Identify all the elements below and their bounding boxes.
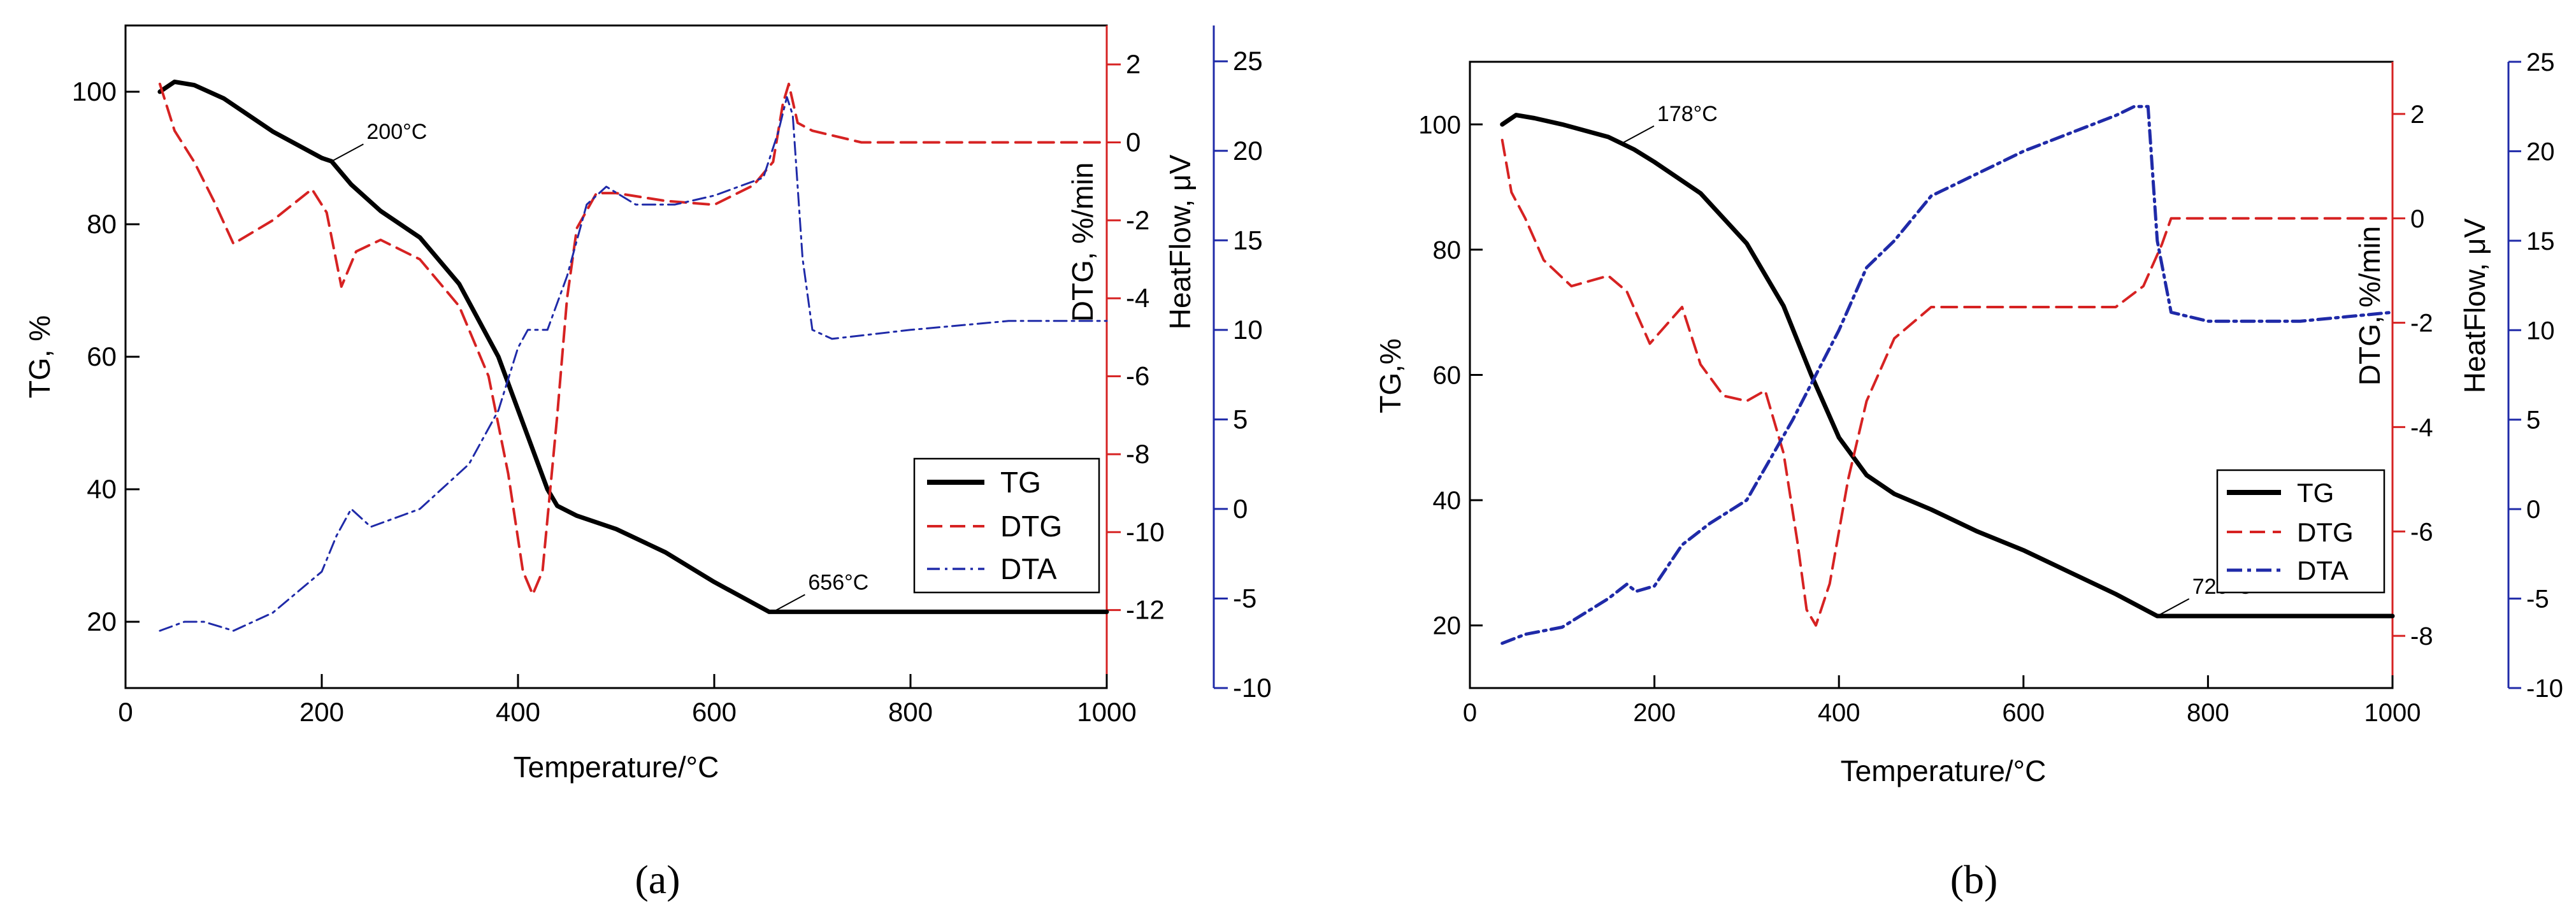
y-dtg-tick-label: -6 [2410,518,2433,546]
y-dtg-tick-label: -8 [2410,622,2433,650]
panel-label-a: (a) [635,857,680,902]
y-left-tick-label: 40 [87,474,117,504]
y-dta-ticks-b: -10 -5 0 5 10 15 20 25 [2508,48,2563,703]
y-dtg-tick-label: -6 [1126,361,1149,391]
y-dta-tick-label: 5 [2526,406,2540,434]
y-left-tick-label: 60 [1433,362,1462,390]
y-dtg-label-a: DTG, %/min [1066,162,1099,322]
y-dtg-tick-label: 0 [2410,205,2424,233]
y-dta-tick-label: 0 [1233,494,1248,524]
y-left-tick-label: 100 [72,76,117,106]
y-left-ticks-a: 20 40 60 80 100 [72,76,140,636]
x-tick-label: 600 [692,697,737,727]
y-dtg-tick-label: -10 [1126,517,1165,547]
y-left-tick-label: 40 [1433,487,1462,515]
legend-label-dta-b: DTA [2297,556,2349,585]
y-dta-tick-label: -5 [2526,585,2549,613]
x-ticks-a: 0 200 400 600 800 1000 [118,674,1137,727]
series-tg [1500,113,2395,619]
y-dta-ticks-a: -10 -5 0 5 10 15 20 25 [1214,46,1272,703]
y-dta-tick-label: 15 [1233,225,1263,255]
legend-label-tg-a: TG [1000,466,1041,499]
y-left-ticks-b: 20 40 60 80 100 [1418,111,1483,640]
y-dta-tick-label: -5 [1233,583,1256,613]
legend-label-dta-a: DTA [1000,552,1057,585]
y-dtg-tick-label: -4 [1126,283,1149,313]
y-left-tick-label: 20 [87,606,117,636]
y-dtg-tick-label: -12 [1126,595,1165,625]
x-tick-label: 800 [888,697,933,727]
legend-label-dtg-b: DTG [2297,517,2354,547]
annotation-leader [2157,598,2190,617]
y-dta-tick-label: 5 [1233,404,1248,434]
y-left-tick-label: 80 [1433,236,1462,264]
series-dtg [1500,138,2394,627]
series-dtg [158,82,1108,596]
y-dta-tick-label: 15 [2526,227,2555,255]
annotation-label: 178°C [1657,102,1718,126]
y-dtg-tick-label: 0 [1126,127,1140,157]
x-tick-label: 200 [1633,699,1676,727]
y-left-tick-label: 20 [1433,612,1462,640]
y-left-tick-label: 60 [87,341,117,371]
x-tick-label: 800 [2187,699,2229,727]
y-dta-label-b: HeatFlow, μV [2458,218,2491,393]
annotation-leader [331,143,364,162]
y-dta-tick-label: 25 [1233,46,1263,76]
y-dta-tick-label: -10 [2526,675,2563,703]
series-dta [1500,104,2394,645]
x-tick-label: 400 [496,697,540,727]
y-dta-label-a: HeatFlow, μV [1163,154,1197,329]
y-dtg-tick-label: -2 [2410,310,2433,338]
y-left-tick-label: 80 [87,209,117,239]
y-dta-tick-label: 10 [1233,315,1263,345]
y-dta-tick-label: 20 [2526,138,2555,166]
x-tick-label: 600 [2002,699,2045,727]
series-layer-a [157,79,1109,632]
x-axis-label-b: Temperature/°C [1841,754,2047,787]
y-dta-tick-label: 25 [2526,48,2555,76]
legend-label-dtg-a: DTG [1000,510,1062,543]
y-left-tick-label: 100 [1418,111,1461,139]
y-dtg-ticks-b: -8 -6 -4 -2 0 2 [2393,101,2433,650]
x-tick-label: 0 [1463,699,1477,727]
series-tg [157,79,1109,614]
legend-a: TG DTG DTA [913,457,1100,594]
panel-label-b: (b) [1950,857,1998,902]
annotation-leader [772,594,805,613]
y-dta-tick-label: -10 [1233,673,1272,703]
x-tick-label: 400 [1818,699,1860,727]
y-dtg-tick-label: -2 [1126,205,1149,235]
y-dtg-tick-label: -8 [1126,439,1149,469]
annotations-a: 200°C 656°C [331,120,868,613]
legend-label-tg-b: TG [2297,478,2334,508]
x-ticks-b: 0 200 400 600 800 1000 [1463,675,2421,727]
y-dtg-tick-label: 2 [1126,49,1140,79]
y-dtg-ticks-a: -12 -10 -8 -6 -4 -2 0 2 [1107,49,1165,625]
series-layer-b [1500,104,2395,645]
y-dtg-tick-label: -4 [2410,413,2433,441]
x-axis-label-a: Temperature/°C [514,750,719,784]
x-tick-label: 200 [299,697,344,727]
y-left-label-a: TG, % [23,315,56,398]
annotation-leader [1622,125,1655,144]
x-tick-label: 1000 [1077,697,1136,727]
annotation-label: 656°C [808,570,868,594]
y-dta-tick-label: 0 [2526,496,2540,524]
annotations-b: 178°C720°C [1622,102,2253,617]
plot-area-b [1469,61,2394,689]
x-tick-label: 1000 [2364,699,2421,727]
annotation-label: 200°C [366,120,427,144]
y-dtg-label-b: DTG, %/min [2353,226,2386,385]
legend-b: TG DTG DTA [2216,469,2385,594]
series-dta [159,96,1108,632]
x-tick-label: 0 [118,697,133,727]
y-dta-tick-label: 20 [1233,136,1263,166]
y-dtg-tick-label: 2 [2410,101,2424,129]
y-left-label-b: TG,% [1374,338,1407,413]
y-dta-tick-label: 10 [2526,317,2555,345]
